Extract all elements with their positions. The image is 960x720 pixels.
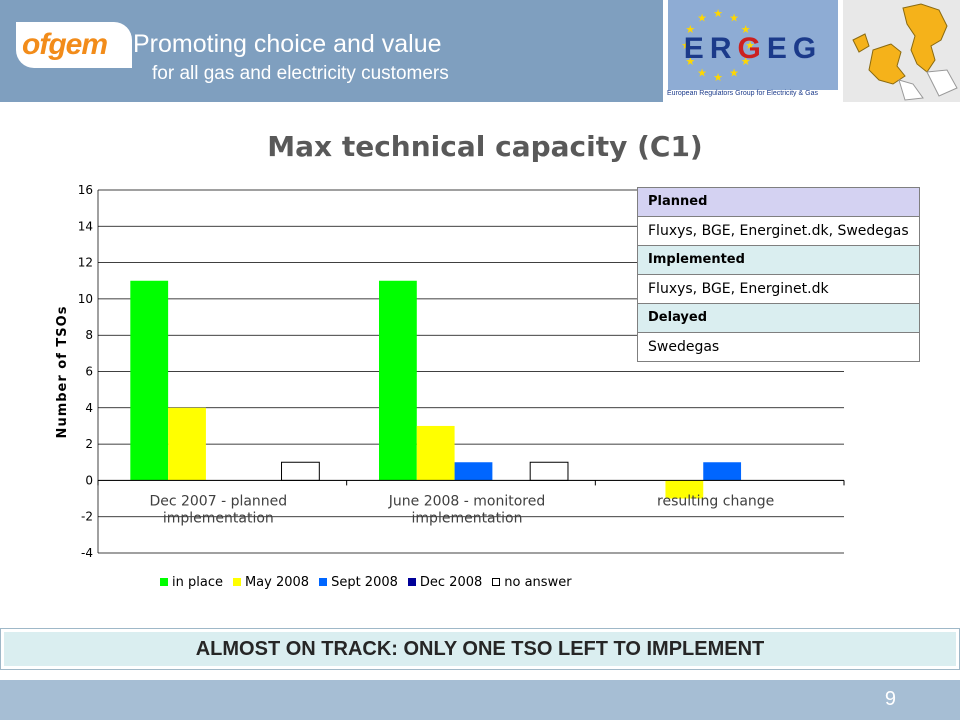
y-tick-label: 0 — [85, 473, 93, 487]
legend-swatch — [232, 578, 241, 586]
footer-band: 9 — [0, 680, 960, 720]
legend-item: May 2008 — [232, 574, 310, 590]
chart-title: Max technical capacity (C1) — [267, 130, 703, 163]
delayed-heading: Delayed — [637, 303, 920, 333]
star-icon: ★ — [681, 39, 691, 52]
ergeg-logo: ★ ★ ★ ★ ★ ★ ★ ★ ★ ★ ★ ★ ERGEG European Regulators G… — [663, 0, 841, 102]
star-icon: ★ — [697, 11, 707, 24]
europe-map-image — [841, 0, 960, 102]
bar-no-answer — [281, 461, 320, 481]
legend-label: in place — [172, 574, 223, 590]
implemented-heading: Implemented — [637, 245, 920, 275]
star-icon: ★ — [745, 39, 755, 52]
y-tick-label: 8 — [85, 328, 93, 342]
y-tick-label: 10 — [78, 292, 93, 306]
bar-may-2008 — [416, 425, 455, 481]
legend-swatch — [492, 578, 501, 586]
table-row: Implemented — [637, 245, 920, 275]
bar-may-2008 — [665, 480, 704, 499]
bar-chart: 16 14 12 10 8 6 4 2 0 -2 -4 Dec 2007 - planned imple… — [55, 183, 845, 560]
legend-swatch — [319, 578, 328, 586]
x-category-label: resulting change — [657, 493, 774, 509]
europe-map-icon — [843, 0, 960, 102]
implemented-value: Fluxys, BGE, Energinet.dk — [637, 274, 920, 304]
star-icon: ★ — [741, 55, 751, 68]
legend-item: Sept 2008 — [319, 575, 398, 590]
table-row: Fluxys, BGE, Energinet.dk — [637, 274, 920, 304]
chart-legend: in place May 2008 Sept 2008 Dec 2008 no answ… — [160, 573, 582, 591]
legend-item: no answer — [492, 574, 572, 590]
ergeg-subtitle: European Regulators Group for Electricit… — [667, 90, 818, 97]
bar-sept-2008 — [703, 462, 742, 481]
y-tick-label: -2 — [81, 510, 93, 524]
legend-item: Dec 2008 — [407, 574, 483, 590]
y-tick-label: 12 — [78, 256, 93, 270]
bar-in-place — [130, 280, 169, 481]
star-icon: ★ — [713, 7, 723, 20]
planned-value: Fluxys, BGE, Energinet.dk, Swedegas — [637, 216, 920, 246]
legend-label: Dec 2008 — [419, 574, 483, 590]
table-row: Fluxys, BGE, Energinet.dk, Swedegas — [637, 216, 920, 246]
star-icon: ★ — [713, 71, 723, 84]
table-row: Delayed — [637, 303, 920, 333]
ofgem-logo-box — [16, 22, 132, 68]
legend-item: in place — [160, 575, 223, 590]
star-icon: ★ — [685, 55, 695, 68]
y-tick-label: 14 — [78, 219, 93, 233]
tso-status-table: Planned Fluxys, BGE, Energinet.dk, Swede… — [637, 187, 920, 362]
ergeg-logo-background: ★ ★ ★ ★ ★ ★ ★ ★ ★ ★ ★ ★ ERGEG — [668, 0, 838, 90]
bar-may-2008 — [168, 407, 206, 481]
legend-swatch — [407, 578, 416, 586]
status-banner: ALMOST ON TRACK: ONLY ONE TSO LEFT TO IM… — [0, 628, 960, 670]
status-banner-text: ALMOST ON TRACK: ONLY ONE TSO LEFT TO IM… — [4, 632, 956, 666]
star-icon: ★ — [729, 11, 739, 24]
legend-label: no answer — [504, 574, 572, 590]
legend-label: May 2008 — [244, 574, 310, 590]
legend-label: Sept 2008 — [331, 574, 398, 590]
ofgem-logo: ofgem — [22, 28, 108, 61]
star-icon: ★ — [697, 67, 707, 80]
bar-no-answer — [529, 461, 569, 481]
y-tick-label: -4 — [81, 546, 93, 560]
y-tick-label: 6 — [85, 365, 93, 379]
bar-in-place — [378, 280, 417, 481]
y-axis-label: Number of TSOs — [55, 306, 70, 439]
star-icon: ★ — [729, 67, 739, 80]
tagline-line-2: for all gas and electricity customers — [152, 63, 449, 84]
header-band: ofgem Promoting choice and value for all… — [0, 0, 960, 102]
ergeg-letters: ERGEG — [684, 32, 822, 65]
star-icon: ★ — [741, 23, 751, 36]
legend-swatch — [160, 578, 168, 586]
bar-sept-2008 — [454, 462, 493, 481]
x-category-label: June 2008 - monitored implementation — [388, 493, 546, 526]
y-tick-label: 4 — [85, 401, 93, 415]
x-category-label: Dec 2007 - planned implementation — [149, 493, 287, 526]
table-row: Swedegas — [637, 332, 920, 362]
delayed-value: Swedegas — [637, 332, 920, 362]
table-row: Planned — [637, 187, 920, 217]
page-number: 9 — [884, 688, 896, 710]
tagline-line-1: Promoting choice and value — [133, 30, 442, 58]
planned-heading: Planned — [637, 187, 920, 217]
y-tick-label: 16 — [78, 183, 93, 197]
star-icon: ★ — [685, 23, 695, 36]
y-tick-label: 2 — [85, 437, 93, 451]
ergeg-stars-icon: ★★★★★★★★★ ★ ★★ ERGEG — [681, 7, 822, 84]
